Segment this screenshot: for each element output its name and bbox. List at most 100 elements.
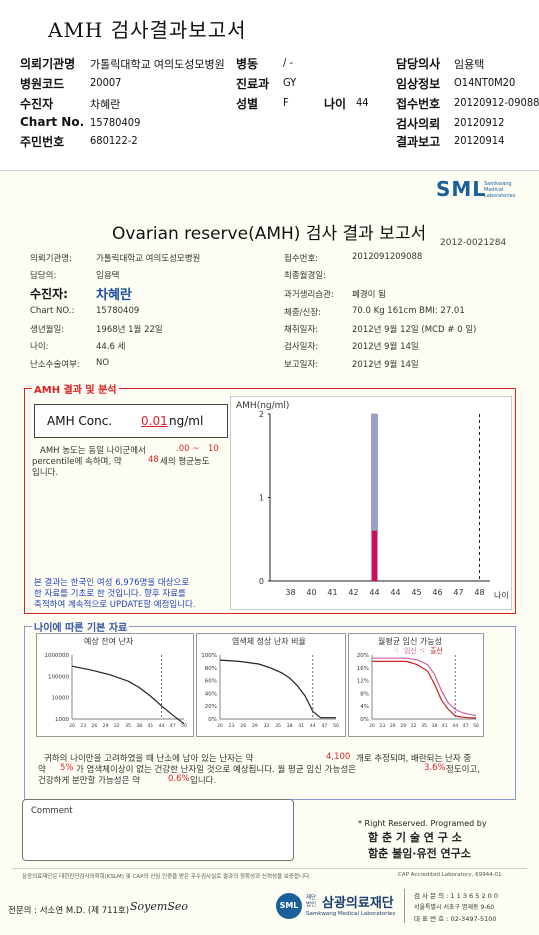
interp-text: percentile에 속하며, 약 — [32, 457, 122, 467]
small-chart-title: 염색체 정상 난자 비율 — [232, 637, 306, 646]
amh-y-tick: 2 — [259, 410, 264, 419]
summary-text-part: 입니다. — [190, 776, 217, 786]
small-chart-x-tick: 41 — [442, 723, 448, 729]
small-chart-x-tick: 20 — [69, 723, 75, 729]
comment-label: Comment — [31, 806, 73, 816]
small-chart-x-tick: 26 — [91, 723, 97, 729]
report-number: 2012-0021284 — [440, 238, 507, 248]
header-value: 20120914 — [454, 134, 505, 147]
amh-chart-xlabel: 나이 — [494, 590, 509, 600]
amh-chart-ylabel: AMH(ng/ml) — [236, 401, 289, 411]
header-value: 20120912-09088 — [454, 96, 539, 109]
header-value: GY — [283, 76, 297, 89]
small-chart-x-tick: 38 — [287, 723, 293, 729]
summary-text-part: 건강하게 분만할 가능성은 약 — [38, 776, 140, 786]
amh-y-tick: 0 — [259, 577, 264, 586]
amh-x-tick: 47 — [453, 588, 463, 597]
header-value: 680122-2 — [90, 134, 138, 147]
amh-x-tick: 42 — [348, 588, 358, 597]
small-chart-series-line — [372, 657, 477, 717]
contact-line: 대 표 번 호 : 02-3497-5100 — [414, 915, 497, 923]
info-value: 2012년 9월 14일 — [352, 342, 419, 352]
header-label: 수진자 — [20, 97, 54, 111]
small-chart-x-tick: 50 — [473, 723, 479, 729]
small-chart-y-tick: 0% — [360, 717, 369, 723]
small-chart-y-tick: 0% — [208, 717, 217, 723]
small-chart-x-tick: 44 — [452, 723, 458, 729]
info-label: 과거생리습관: — [284, 290, 334, 300]
small-chart-y-tick: 20% — [357, 653, 369, 659]
conc-value: 0.01 — [141, 414, 168, 428]
small-chart-x-tick: 29 — [103, 723, 109, 729]
small-chart-x-tick: 41 — [298, 723, 304, 729]
small-chart-y-tick: 100000 — [48, 674, 69, 680]
small-chart-y-tick: 20% — [205, 704, 217, 710]
small-chart-x-tick: 23 — [379, 723, 385, 729]
small-chart-title: 예상 잔여 난자 — [84, 637, 134, 646]
header-label: 담당의사 — [396, 57, 441, 71]
info-label: 생년월일: — [30, 325, 65, 335]
interp-percentile: .00 ~ — [176, 444, 200, 454]
small-chart-x-tick: 44 — [310, 723, 316, 729]
info-label: 담당의: — [30, 271, 57, 281]
report-sheet: SML Samkwang Medical Laboratories Ovaria… — [0, 170, 539, 935]
amh-chart: AMH(ng/ml) 0 1 2 38 40 41 42 44 44 45 46 47 48 나이 — [230, 396, 512, 610]
info-label: 최종월경일: — [284, 271, 326, 281]
report-title: Ovarian reserve(AMH) 검사 결과 보고서 — [112, 224, 427, 244]
header-label: 주민번호 — [20, 135, 65, 149]
summary-text-part: 귀하의 나이만을 고려하였을 때 난소에 남아 있는 난자는 약 — [44, 754, 254, 764]
interp-age: 48 — [148, 455, 159, 465]
info-label: 검사일자: — [284, 342, 319, 352]
header-label: 결과보고 — [396, 135, 441, 149]
note-line: 본 결과는 한국인 여성 6,976명을 대상으로 — [34, 578, 190, 588]
amh-y-tick: 1 — [259, 494, 264, 503]
info-value: 70.0 Kg 161cm BMI: 27.01 — [352, 306, 465, 316]
small-chart-y-tick: 4% — [360, 704, 369, 710]
small-chart-x-tick: 20 — [217, 723, 223, 729]
logo-text: SML — [436, 177, 487, 201]
summary-birth-pct: 0.6% — [168, 774, 190, 784]
header-value: 임용택 — [454, 58, 485, 71]
info-label: 나이: — [30, 342, 49, 352]
small-chart-x-tick: 50 — [333, 723, 339, 729]
interp-text: 세의 평균농도 — [160, 457, 210, 467]
summary-text-part: 가 염색체이상이 없는 건강한 난자일 것으로 예상됩니다. 월 평균 임신 가… — [76, 765, 356, 775]
header-label: 나이 — [324, 97, 347, 111]
chart-frame-pregnancy — [348, 633, 484, 737]
lab-name-1: 함 춘 기 술 연 구 소 — [368, 831, 462, 844]
header-value: 44 — [356, 96, 369, 109]
lab-name-2: 함춘 불임·유전 연구소 — [368, 847, 471, 860]
small-chart-x-tick: 38 — [136, 723, 142, 729]
header-label: 접수번호 — [396, 97, 441, 111]
header-value: / - — [283, 56, 294, 69]
header-value: 차혜란 — [90, 98, 121, 111]
foundation-sub: Samkwang Medical Laboratories — [306, 911, 396, 917]
header-label: 병동 — [236, 57, 259, 71]
legend-sep: -: — [420, 646, 425, 654]
small-chart-x-tick: 29 — [400, 723, 406, 729]
small-chart-y-tick: 40% — [205, 691, 217, 697]
conc-unit: ng/ml — [169, 414, 204, 428]
amh-x-tick: 48 — [474, 588, 484, 597]
small-chart-y-tick: 80% — [205, 666, 217, 672]
contact-line: 서울특별시 서초구 명재동 9-60 — [414, 904, 495, 911]
small-chart-x-tick: 35 — [421, 723, 427, 729]
amh-reference-bar — [371, 413, 378, 532]
header-label: Chart No. — [20, 115, 85, 129]
small-chart-x-tick: 32 — [114, 723, 120, 729]
small-chart-x-tick: 32 — [411, 723, 417, 729]
small-chart-title: 월평균 임신 가능성 — [378, 637, 442, 646]
small-chart-x-tick: 44 — [159, 723, 165, 729]
age-section-title: 나이에 따른 기본 자료 — [32, 619, 130, 634]
info-value: NO — [96, 358, 110, 368]
info-label: 의뢰기관명: — [30, 254, 72, 264]
header-value: 가톨릭대학교 여의도성모병원 — [90, 58, 225, 71]
header-label: 병원코드 — [20, 77, 65, 91]
small-chart-y-tick: 100% — [201, 653, 217, 659]
amh-section-title: AMH 결과 및 분석 — [32, 381, 119, 396]
header-value: 15780409 — [90, 116, 141, 129]
eggs-chart: 1000 10000 100000 1000000 20 23 26 29 32 35 38 41 44… — [45, 653, 187, 729]
legend-birth: 출산 — [430, 647, 443, 655]
info-value: 폐경이 됨 — [352, 290, 386, 300]
comment-box: Comment — [22, 799, 294, 861]
